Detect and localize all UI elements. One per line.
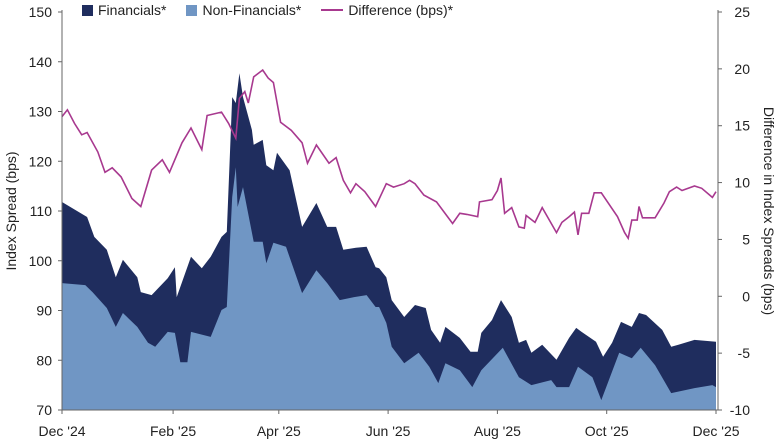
legend-line-difference xyxy=(321,9,344,11)
y2-tick-label: -5 xyxy=(738,345,751,361)
legend-item-difference: Difference (bps)* xyxy=(321,2,453,18)
y2-tick-label: 10 xyxy=(734,175,750,191)
legend-swatch-non-financials xyxy=(186,4,198,16)
legend-item-non-financials: Non-Financials* xyxy=(186,2,301,18)
y-tick-label: 140 xyxy=(29,54,53,70)
y2-tick-label: 0 xyxy=(742,288,750,304)
y-tick-label: 150 xyxy=(29,4,53,20)
y-tick-label: 80 xyxy=(36,352,52,368)
x-tick-label: Feb '25 xyxy=(150,423,196,439)
legend-label-non-financials: Non-Financials* xyxy=(202,2,302,18)
legend-item-financials: Financials* xyxy=(82,2,166,18)
y-tick-label: 100 xyxy=(29,253,53,269)
x-tick-label: Apr '25 xyxy=(257,423,301,439)
y-axis-label: Index Spread (bps) xyxy=(3,151,19,270)
legend-label-financials: Financials* xyxy=(98,2,167,18)
x-tick-label: Oct '25 xyxy=(585,423,629,439)
legend-label-difference: Difference (bps)* xyxy=(348,2,454,18)
axes: 70 80 90 100 110 120 130 140 150 -10 -5 0 5 10 15 20 25 D… xyxy=(29,4,751,439)
x-tick-label: Dec '24 xyxy=(38,423,85,439)
line-difference-bps xyxy=(61,68,717,241)
area-non-financials xyxy=(62,167,716,410)
y-tick-label: 90 xyxy=(36,303,52,319)
y2-tick-label: -10 xyxy=(730,402,750,418)
y-tick-label: 120 xyxy=(29,153,53,169)
y2-axis-label: Difference in Index Spreads (bps) xyxy=(761,107,777,315)
y2-tick-label: 20 xyxy=(734,61,750,77)
y2-tick-label: 15 xyxy=(734,118,750,134)
y2-tick-label: 25 xyxy=(734,4,750,20)
plot-areas xyxy=(61,68,717,410)
y-tick-label: 70 xyxy=(36,402,52,418)
y-tick-label: 110 xyxy=(30,203,53,219)
y-tick-label: 130 xyxy=(29,104,53,120)
y2-tick-label: 5 xyxy=(742,231,750,247)
x-tick-label: Dec '25 xyxy=(692,423,739,439)
legend-swatch-financials xyxy=(82,4,93,16)
x-tick-label: Aug '25 xyxy=(474,423,521,439)
legend: Financials* Non-Financials* Difference (… xyxy=(82,2,453,18)
x-tick-label: Jun '25 xyxy=(366,423,411,439)
